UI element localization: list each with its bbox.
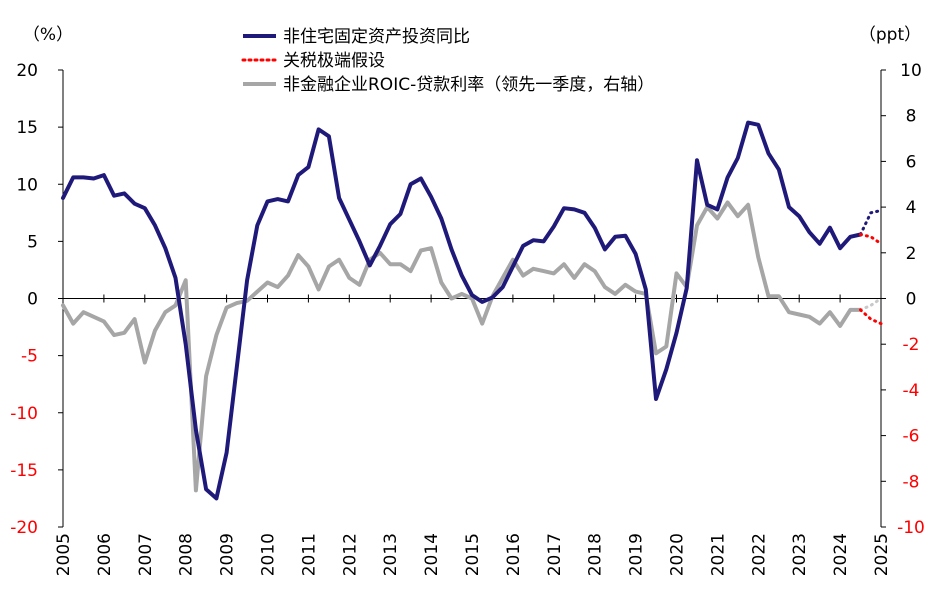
x-axis-tick-label: 2024 bbox=[831, 533, 851, 576]
left-axis-tick-label: 5 bbox=[27, 232, 38, 252]
x-axis-tick-label: 2022 bbox=[749, 533, 769, 576]
left-axis-tick-label: 0 bbox=[27, 290, 38, 310]
x-axis-tick-label: 2012 bbox=[340, 533, 360, 576]
legend-label-tariff: 关税极端假设 bbox=[283, 51, 385, 71]
legend: 非住宅固定资产投资同比 关税极端假设 非金融企业ROIC-贷款利率（领先一季度，… bbox=[241, 27, 654, 95]
x-axis-tick-label: 2025 bbox=[872, 533, 892, 576]
x-axis-tick-label: 2010 bbox=[259, 533, 279, 576]
left-axis-tick-label: 20 bbox=[16, 61, 38, 81]
left-axis-tick-label: 10 bbox=[16, 175, 38, 195]
series-line-1 bbox=[61, 200, 863, 493]
left-axis-unit-label: （%） bbox=[23, 25, 73, 45]
axes: 20151050-5-10-15-201086420-2-4-6-8-10200… bbox=[10, 61, 925, 576]
x-axis-tick-label: 2018 bbox=[586, 533, 606, 576]
left-axis-tick-label: -15 bbox=[10, 461, 38, 481]
right-axis-tick-label: 0 bbox=[906, 290, 917, 310]
x-axis-tick-label: 2014 bbox=[422, 533, 442, 576]
left-axis-tick-label: -10 bbox=[10, 404, 38, 424]
right-axis-tick-label: 4 bbox=[906, 198, 917, 218]
right-axis-tick-label: -10 bbox=[897, 518, 925, 538]
left-axis-tick-label: -20 bbox=[10, 518, 38, 538]
x-axis-tick-label: 2017 bbox=[545, 533, 565, 576]
x-axis-tick-label: 2006 bbox=[95, 533, 115, 576]
right-axis-tick-label: -8 bbox=[903, 472, 920, 492]
right-axis-tick-label: 10 bbox=[900, 61, 922, 81]
x-axis-tick-label: 2015 bbox=[463, 533, 483, 576]
series-line-4 bbox=[859, 297, 883, 312]
x-axis-tick-label: 2019 bbox=[627, 533, 647, 576]
right-axis-tick-label: 8 bbox=[906, 107, 917, 127]
series-line-2 bbox=[859, 209, 883, 236]
x-axis-tick-label: 2011 bbox=[299, 533, 319, 576]
x-axis-tick-label: 2005 bbox=[54, 533, 74, 576]
right-axis-unit-label: （ppt） bbox=[859, 25, 921, 45]
left-axis-tick-label: -5 bbox=[21, 347, 38, 367]
x-axis-tick-label: 2021 bbox=[708, 533, 728, 576]
series-line-3 bbox=[859, 233, 883, 246]
legend-label-roic: 非金融企业ROIC-贷款利率（领先一季度，右轴） bbox=[283, 75, 654, 95]
right-axis-tick-label: 6 bbox=[906, 152, 917, 172]
x-axis-tick-label: 2009 bbox=[218, 533, 238, 576]
series-layer bbox=[61, 120, 883, 501]
series-line-0 bbox=[61, 120, 863, 501]
x-axis-tick-label: 2008 bbox=[177, 533, 197, 576]
series-line-5 bbox=[859, 308, 883, 326]
right-axis-tick-label: -2 bbox=[903, 335, 920, 355]
x-axis-tick-label: 2023 bbox=[790, 533, 810, 576]
x-axis-tick-label: 2020 bbox=[668, 533, 688, 576]
left-axis-tick-label: 15 bbox=[16, 118, 38, 138]
right-axis-tick-label: -6 bbox=[903, 427, 920, 447]
x-axis-tick-label: 2013 bbox=[381, 533, 401, 576]
x-axis-tick-label: 2016 bbox=[504, 533, 524, 576]
right-axis-tick-label: -4 bbox=[903, 381, 920, 401]
x-axis-tick-label: 2007 bbox=[136, 533, 156, 576]
right-axis-tick-label: 2 bbox=[906, 244, 917, 264]
legend-label-investment: 非住宅固定资产投资同比 bbox=[283, 27, 470, 47]
